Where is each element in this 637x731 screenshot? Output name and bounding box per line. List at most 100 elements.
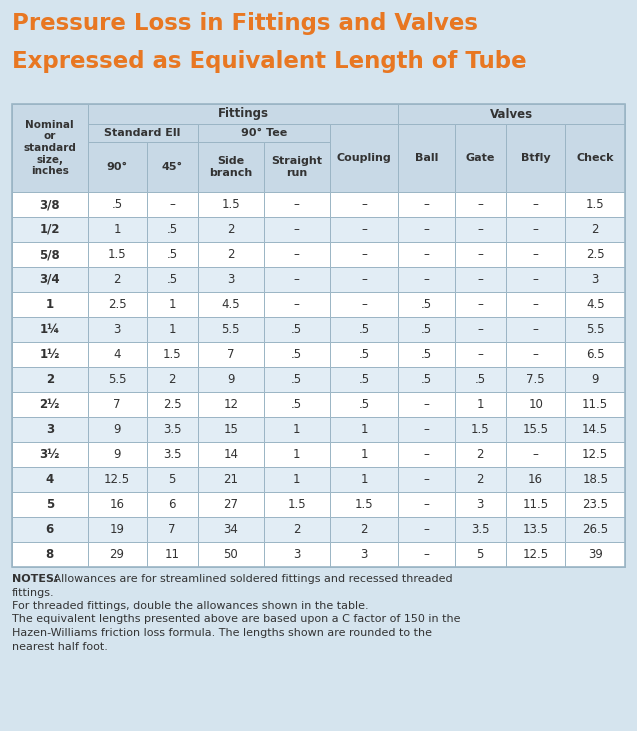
Bar	[330, 442, 398, 467]
Text: –: –	[294, 223, 299, 236]
Text: 3: 3	[476, 498, 484, 511]
Text: 11.5: 11.5	[582, 398, 608, 411]
Bar	[398, 242, 455, 267]
Bar	[264, 442, 330, 467]
Text: 12.5: 12.5	[522, 548, 548, 561]
Text: 23.5: 23.5	[582, 498, 608, 511]
Text: –: –	[533, 348, 538, 361]
Bar	[455, 217, 506, 242]
Bar	[87, 267, 147, 292]
Bar	[566, 292, 625, 317]
Bar	[12, 342, 87, 367]
Text: .5: .5	[421, 323, 432, 336]
Text: 1½: 1½	[39, 348, 60, 361]
Bar	[398, 124, 455, 192]
Bar	[506, 317, 566, 342]
Text: Gate: Gate	[466, 153, 495, 163]
Text: 3: 3	[46, 423, 54, 436]
Bar	[455, 542, 506, 567]
Bar	[264, 192, 330, 217]
Bar	[398, 492, 455, 517]
Bar	[12, 542, 87, 567]
Bar	[455, 517, 506, 542]
Text: 1: 1	[113, 223, 121, 236]
Text: .5: .5	[359, 373, 369, 386]
Bar	[566, 517, 625, 542]
Text: 1.5: 1.5	[586, 198, 605, 211]
Bar	[87, 517, 147, 542]
Text: 50: 50	[224, 548, 238, 561]
Bar	[147, 292, 197, 317]
Text: For threaded fittings, double the allowances shown in the table.: For threaded fittings, double the allowa…	[12, 601, 369, 611]
Bar	[87, 292, 147, 317]
Bar	[197, 542, 264, 567]
Bar	[12, 442, 87, 467]
Text: 18.5: 18.5	[582, 473, 608, 486]
Text: nearest half foot.: nearest half foot.	[12, 642, 108, 651]
Bar	[197, 292, 264, 317]
Text: 1: 1	[168, 298, 176, 311]
Text: 11.5: 11.5	[522, 498, 548, 511]
Bar	[87, 242, 147, 267]
Bar	[147, 442, 197, 467]
Bar	[506, 342, 566, 367]
Text: 1: 1	[361, 423, 368, 436]
Text: –: –	[294, 273, 299, 286]
Bar	[12, 467, 87, 492]
Bar	[506, 217, 566, 242]
Bar	[566, 242, 625, 267]
Bar	[506, 517, 566, 542]
Text: .5: .5	[421, 298, 432, 311]
Text: .5: .5	[359, 398, 369, 411]
Bar	[506, 124, 566, 192]
Bar	[147, 267, 197, 292]
Bar	[398, 467, 455, 492]
Text: 26.5: 26.5	[582, 523, 608, 536]
Bar	[398, 392, 455, 417]
Text: 15: 15	[224, 423, 238, 436]
Text: 2: 2	[476, 448, 484, 461]
Text: 4.5: 4.5	[222, 298, 240, 311]
Bar	[197, 242, 264, 267]
Text: Btfly: Btfly	[521, 153, 550, 163]
Text: 3.5: 3.5	[471, 523, 489, 536]
Text: 7: 7	[113, 398, 121, 411]
Text: 3/4: 3/4	[39, 273, 60, 286]
Text: 5.5: 5.5	[108, 373, 126, 386]
Bar	[12, 392, 87, 417]
Text: –: –	[477, 198, 483, 211]
Text: Ball: Ball	[415, 153, 438, 163]
Bar	[566, 192, 625, 217]
Bar	[398, 342, 455, 367]
Bar	[264, 542, 330, 567]
Text: 1: 1	[168, 323, 176, 336]
Bar	[87, 392, 147, 417]
Bar	[330, 267, 398, 292]
Text: –: –	[477, 248, 483, 261]
Bar	[147, 192, 197, 217]
Text: 14.5: 14.5	[582, 423, 608, 436]
Bar	[566, 317, 625, 342]
Text: 9: 9	[113, 448, 121, 461]
Bar	[147, 142, 197, 192]
Text: 3/8: 3/8	[39, 198, 60, 211]
Bar	[12, 517, 87, 542]
Bar	[197, 267, 264, 292]
Text: 2.5: 2.5	[586, 248, 605, 261]
Text: 2: 2	[293, 523, 301, 536]
Bar	[147, 317, 197, 342]
Text: 45°: 45°	[162, 162, 183, 172]
Text: .5: .5	[359, 348, 369, 361]
Text: –: –	[533, 323, 538, 336]
Bar	[197, 142, 264, 192]
Text: Valves: Valves	[490, 107, 533, 121]
Bar	[398, 417, 455, 442]
Bar	[330, 542, 398, 567]
Bar	[12, 417, 87, 442]
Bar	[12, 217, 87, 242]
Text: 3.5: 3.5	[163, 448, 182, 461]
Bar	[12, 367, 87, 392]
Bar	[330, 317, 398, 342]
Bar	[197, 317, 264, 342]
Bar	[566, 417, 625, 442]
